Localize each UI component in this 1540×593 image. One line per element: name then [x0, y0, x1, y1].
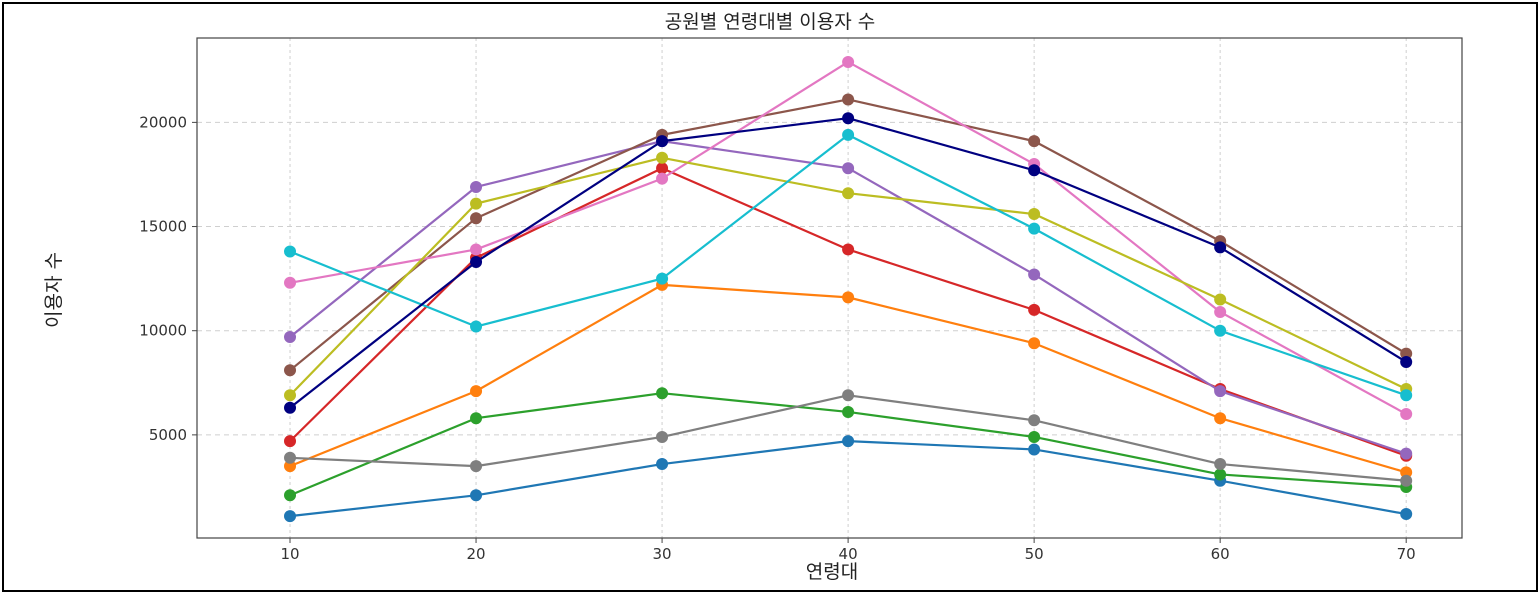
series-5-point	[470, 180, 483, 193]
series-1-point	[470, 489, 483, 502]
series-9-group	[284, 151, 1413, 402]
series-2-point	[470, 385, 483, 398]
series-4-point	[842, 243, 855, 256]
series-8-group	[284, 389, 1413, 487]
x-tick-label: 60	[1211, 545, 1230, 563]
series-8-point	[284, 451, 297, 464]
series-7-point	[1214, 305, 1227, 318]
series-11-point	[1214, 241, 1227, 254]
y-tick-label: 15000	[139, 218, 187, 236]
series-6-group	[284, 93, 1413, 377]
series-4-point	[284, 435, 297, 448]
series-5-point	[1028, 268, 1041, 281]
series-10-point	[284, 245, 297, 258]
plot-area	[196, 37, 1463, 539]
series-10-point	[1214, 324, 1227, 337]
series-5-point	[842, 162, 855, 175]
series-9-point	[1214, 293, 1227, 306]
series-8-point	[470, 460, 483, 473]
series-6-point	[284, 364, 297, 377]
series-11-point	[656, 135, 669, 148]
series-5-point	[284, 330, 297, 343]
series-2-point	[842, 291, 855, 304]
series-9-point	[842, 187, 855, 200]
ticks: 10 20 30 40 50 60 70 5000 10000 15000 20000	[139, 113, 1415, 563]
series-2-point	[1214, 412, 1227, 425]
series-3-point	[470, 412, 483, 425]
series-7-point	[656, 172, 669, 185]
series-1-point	[656, 458, 669, 471]
series-7-point	[842, 55, 855, 68]
series-1-point	[284, 510, 297, 523]
series-11-point	[1028, 164, 1041, 177]
x-tick-label: 30	[653, 545, 672, 563]
series-11-point	[1400, 355, 1413, 368]
y-axis-label: 이용자 수	[43, 252, 65, 328]
series-3-point	[842, 405, 855, 418]
series-8-point	[842, 389, 855, 402]
y-tick-label: 5000	[149, 426, 187, 444]
series-11-group	[284, 112, 1413, 414]
series-4-point	[656, 162, 669, 175]
series-6-point	[470, 212, 483, 225]
series-9-point	[1028, 208, 1041, 221]
series-11-point	[470, 255, 483, 268]
series-10-point	[1400, 389, 1413, 402]
series-11-point	[842, 112, 855, 125]
series-7-group	[284, 55, 1413, 421]
x-tick-label: 20	[466, 545, 485, 563]
series-8-point	[1214, 458, 1227, 471]
series-7-point	[1400, 408, 1413, 421]
series-8-point	[656, 430, 669, 443]
y-tick-label: 20000	[139, 113, 187, 131]
series-3-point	[1214, 468, 1227, 481]
series-4-point	[1028, 303, 1041, 316]
series-6-point	[1400, 347, 1413, 360]
x-tick-label: 70	[1397, 545, 1416, 563]
x-tick-label: 10	[280, 545, 299, 563]
series-9-point	[656, 151, 669, 164]
series-9-point	[470, 197, 483, 210]
series-10-group	[284, 128, 1413, 402]
series-3-point	[656, 387, 669, 400]
series-3-group	[284, 387, 1413, 502]
series-7-point	[470, 243, 483, 256]
series-5-point	[1214, 385, 1227, 398]
line-chart: 10 20 30 40 50 60 70 5000 10000 15000 20000 공원별 연령…	[43, 11, 1463, 583]
series-6-point	[842, 93, 855, 106]
series-1-point	[1028, 443, 1041, 456]
series-2-group	[284, 278, 1413, 479]
series-10-point	[656, 272, 669, 285]
series-5-point	[1400, 447, 1413, 460]
series-10-point	[842, 128, 855, 141]
series-1-point	[1400, 508, 1413, 521]
series-7-point	[284, 276, 297, 289]
series-6-point	[1028, 135, 1041, 148]
y-tick-label: 10000	[139, 322, 187, 340]
series-2-point	[1400, 466, 1413, 479]
series-3-point	[284, 489, 297, 502]
series-lines	[284, 55, 1413, 523]
x-tick-label: 50	[1025, 545, 1044, 563]
series-2-point	[1028, 337, 1041, 350]
x-tick-label: 40	[839, 545, 858, 563]
series-8-point	[1028, 414, 1041, 427]
x-axis-label: 연령대	[806, 561, 858, 583]
series-3-point	[1028, 430, 1041, 443]
series-11-point	[284, 401, 297, 414]
chart-title: 공원별 연령대별 이용자 수	[665, 11, 875, 33]
series-10-point	[1028, 222, 1041, 235]
series-1-point	[842, 435, 855, 448]
series-2-point	[284, 460, 297, 473]
series-9-point	[284, 389, 297, 402]
series-8-point	[1400, 474, 1413, 487]
series-10-point	[470, 320, 483, 333]
